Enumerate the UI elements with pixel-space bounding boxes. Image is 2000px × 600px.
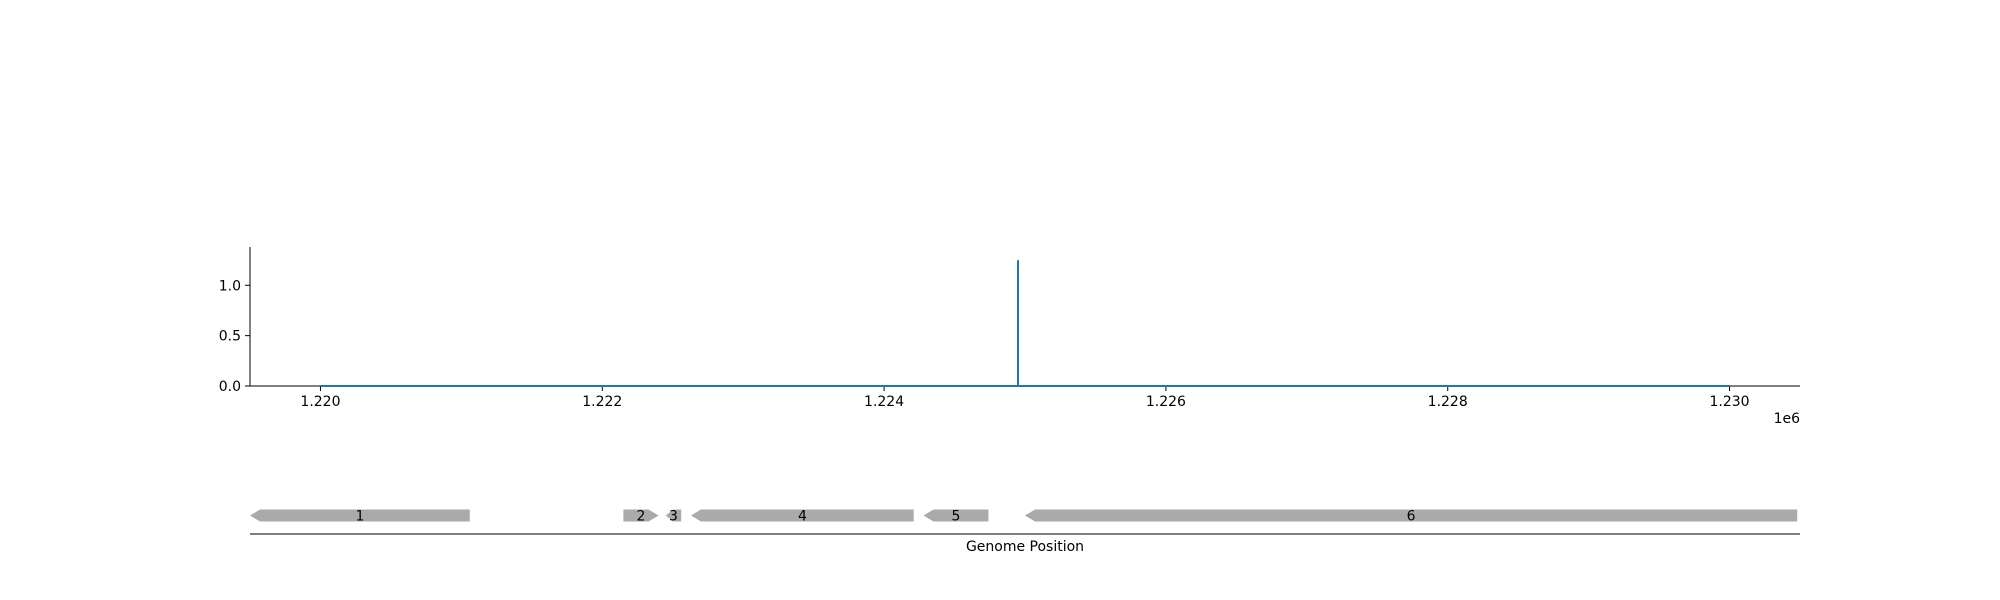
gene-label: 4 <box>798 509 807 525</box>
x-tick-label: 1.220 <box>300 394 340 410</box>
coverage-line <box>320 260 1730 387</box>
gene-arrow <box>665 509 682 522</box>
gene-arrow <box>250 509 470 522</box>
series-layer <box>320 260 1730 387</box>
x-offset-label: 1e6 <box>1774 411 1801 427</box>
gene-arrow <box>923 509 989 522</box>
gene-label: 5 <box>952 509 961 525</box>
gene-arrow <box>1025 509 1798 522</box>
y-tick-label: 0.5 <box>219 329 241 345</box>
x-tick-label: 1.224 <box>864 394 904 410</box>
x-tick-label: 1.228 <box>1428 394 1468 410</box>
y-tick-label: 1.0 <box>219 278 241 294</box>
gene-arrow <box>623 509 659 522</box>
genes-layer: 1 2 3 4 5 6 <box>250 509 1798 525</box>
gene-label: 1 <box>355 509 364 525</box>
y-ticks: 0.0 0.5 1.0 <box>219 278 250 395</box>
y-tick-label: 0.0 <box>219 379 241 395</box>
coverage-plot: 0.0 0.5 1.0 1.220 1.222 1.224 1.226 1.228 1.230… <box>219 247 1800 427</box>
gene-arrow <box>691 509 914 522</box>
gene-label: 3 <box>669 509 678 525</box>
gene-track: 1 2 3 4 5 6 Genome Position <box>250 509 1800 555</box>
x-ticks: 1.220 1.222 1.224 1.226 1.228 1.230 <box>300 386 1750 410</box>
x-axis-label: Genome Position <box>966 539 1084 555</box>
x-tick-label: 1.222 <box>582 394 622 410</box>
gene-label: 6 <box>1407 509 1416 525</box>
x-tick-label: 1.230 <box>1709 394 1749 410</box>
gene-label: 2 <box>637 509 646 525</box>
x-tick-label: 1.226 <box>1146 394 1186 410</box>
